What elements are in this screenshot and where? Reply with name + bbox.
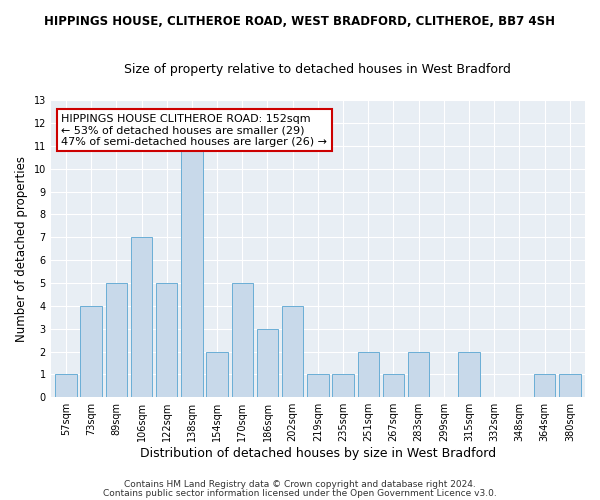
Bar: [206, 352, 228, 397]
X-axis label: Distribution of detached houses by size in West Bradford: Distribution of detached houses by size …: [140, 447, 496, 460]
Bar: [181, 146, 203, 397]
Text: HIPPINGS HOUSE, CLITHEROE ROAD, WEST BRADFORD, CLITHEROE, BB7 4SH: HIPPINGS HOUSE, CLITHEROE ROAD, WEST BRA…: [44, 15, 556, 28]
Bar: [408, 352, 430, 397]
Bar: [106, 283, 127, 397]
Bar: [257, 328, 278, 397]
Bar: [307, 374, 329, 397]
Text: Contains HM Land Registry data © Crown copyright and database right 2024.: Contains HM Land Registry data © Crown c…: [124, 480, 476, 489]
Bar: [458, 352, 480, 397]
Bar: [232, 283, 253, 397]
Bar: [131, 238, 152, 397]
Y-axis label: Number of detached properties: Number of detached properties: [15, 156, 28, 342]
Bar: [80, 306, 102, 397]
Bar: [383, 374, 404, 397]
Bar: [332, 374, 354, 397]
Text: Contains public sector information licensed under the Open Government Licence v3: Contains public sector information licen…: [103, 490, 497, 498]
Title: Size of property relative to detached houses in West Bradford: Size of property relative to detached ho…: [124, 62, 511, 76]
Bar: [156, 283, 178, 397]
Bar: [534, 374, 556, 397]
Bar: [282, 306, 304, 397]
Bar: [559, 374, 581, 397]
Text: HIPPINGS HOUSE CLITHEROE ROAD: 152sqm
← 53% of detached houses are smaller (29)
: HIPPINGS HOUSE CLITHEROE ROAD: 152sqm ← …: [61, 114, 328, 147]
Bar: [55, 374, 77, 397]
Bar: [358, 352, 379, 397]
